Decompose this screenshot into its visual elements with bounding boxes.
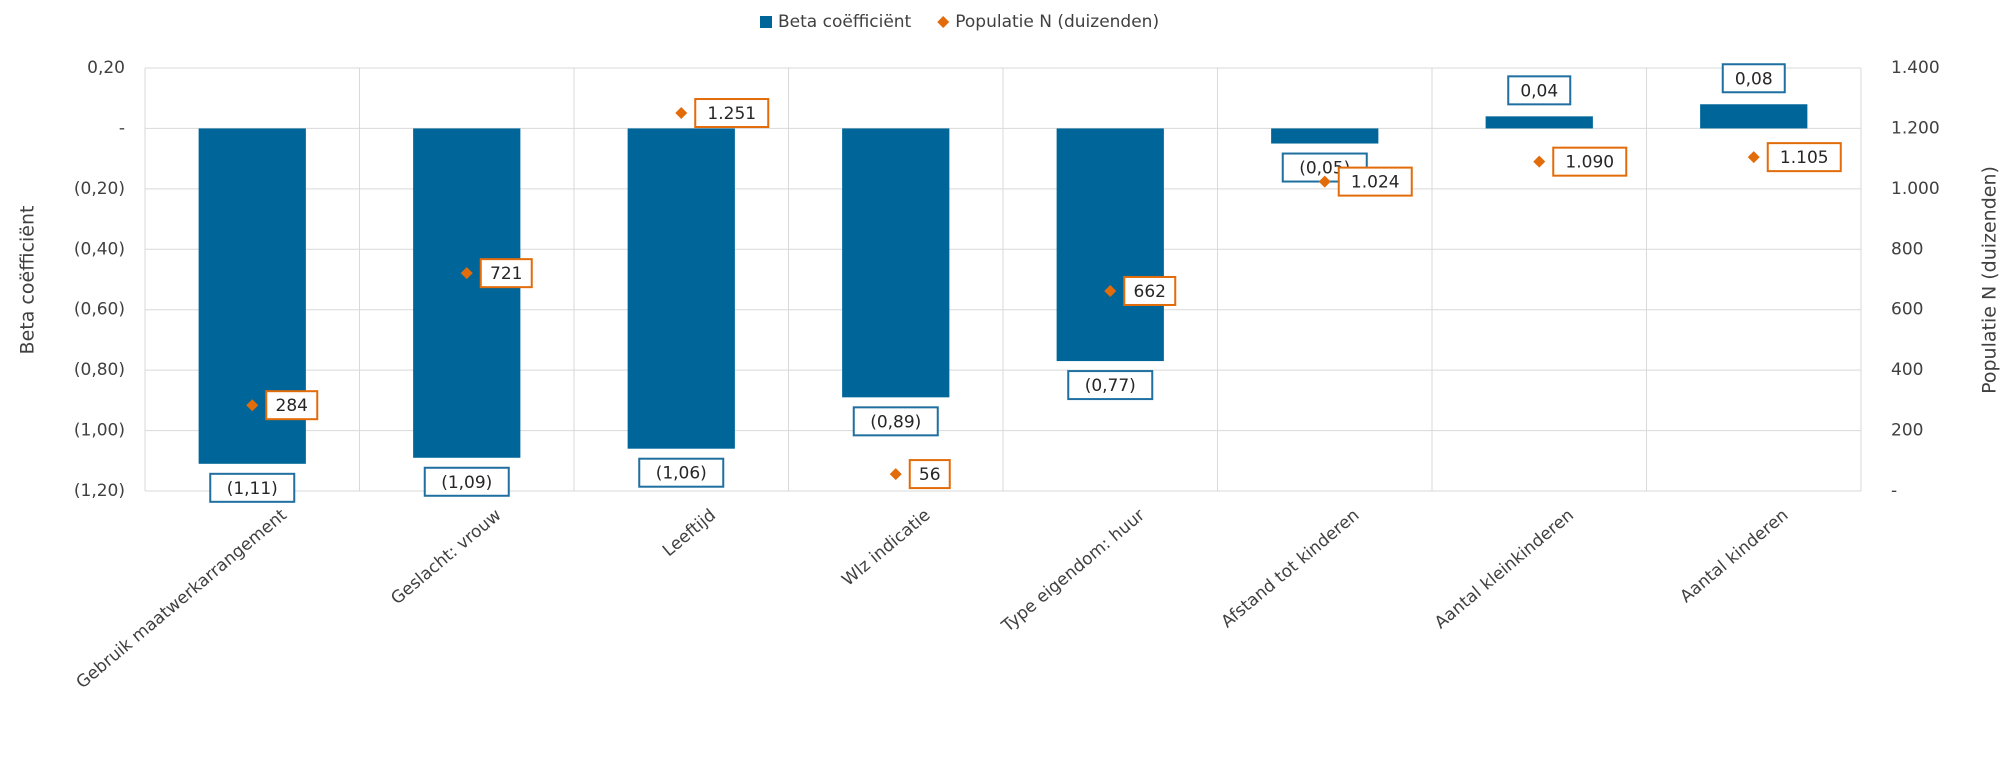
legend-swatch [937,16,950,28]
y-tick-label: - [119,118,125,138]
population-value-label: 1.251 [707,104,756,124]
bar [413,128,521,458]
y2-tick-label: 800 [1891,239,1923,259]
population-marker [460,267,473,280]
bar [842,128,950,398]
population-value-label: 1.090 [1565,153,1614,173]
y-tick-label: (1,20) [74,481,125,501]
bar-value-label: (0,05) [1299,159,1350,179]
population-value-label: 662 [1134,282,1166,302]
y-tick-label: (1,00) [74,421,125,441]
bar [1700,104,1808,129]
bar-value-label-box [423,466,510,497]
bar-value-label: (0,89) [870,412,921,432]
bar-value-label-box [1507,75,1572,106]
bar-value-label-box [852,406,939,437]
y2-tick-label: 400 [1891,360,1923,380]
bar-value-label-box [1721,63,1786,94]
population-value-label: 1.024 [1351,173,1400,193]
x-tick-label: Gebruik maatwerkarrangement [73,505,292,693]
y2-tick-label: 200 [1891,421,1923,441]
bar-value-label: (0,77) [1085,376,1136,396]
bar [1485,116,1593,129]
x-tick-label: Afstand tot kinderen [1218,505,1364,632]
bar-value-label: (1,11) [227,479,278,499]
y-tick-label: (0,20) [74,179,125,199]
y-tick-label: (0,40) [74,239,125,259]
population-value-label-box [265,390,319,421]
bar-value-label-box [209,472,296,503]
y2-tick-label: 1.400 [1891,58,1940,78]
y2-tick-label: 1.200 [1891,118,1940,138]
x-tick-label: Wlz indicatie [838,505,934,590]
y-tick-label: (0,60) [74,300,125,320]
bar [1271,128,1379,144]
population-value-label-box [1766,142,1842,173]
x-tick-label: Aantal kleinkinderen [1431,505,1578,633]
population-value-label: 56 [919,465,941,485]
legend-label: Populatie N (duizenden) [955,12,1159,32]
bar [627,128,735,449]
y2-axis-title: Populatie N (duizenden) [1979,166,2001,394]
bar-value-label: 0,08 [1735,69,1773,89]
y-tick-label: (0,80) [74,360,125,380]
population-value-label: 721 [490,264,522,284]
legend-swatch [760,16,772,28]
population-marker [1318,175,1331,188]
population-marker [675,107,688,120]
population-value-label: 1.105 [1780,148,1829,168]
y2-tick-label: - [1891,481,1897,501]
population-value-label-box [1337,166,1413,197]
bar-value-label: (1,06) [656,464,707,484]
population-marker [1104,284,1117,297]
bar-value-label: 0,04 [1520,81,1558,101]
population-marker [1533,155,1546,168]
population-value-label-box [908,459,951,490]
population-marker [889,468,902,481]
x-tick-label: Type eigendom: huur [997,505,1148,637]
y-axis-title: Beta coëfficiënt [17,206,39,355]
population-value-label-box [1123,275,1177,306]
y2-tick-label: 600 [1891,300,1923,320]
x-tick-label: Aantal kinderen [1676,505,1792,607]
bar-value-label-box [1067,370,1154,401]
population-value-label: 284 [276,396,308,416]
x-tick-label: Leeftijd [659,505,720,561]
population-value-label-box [1552,146,1628,177]
population-marker [1747,151,1760,164]
x-tick-label: Geslacht: vrouw [387,505,505,609]
y2-tick-label: 1.000 [1891,179,1940,199]
bar [1056,128,1164,362]
bar-value-label-box [638,457,725,488]
y-tick-label: 0,20 [87,58,125,78]
legend-label: Beta coëfficiënt [778,12,912,32]
bar-value-label: (1,09) [441,473,492,493]
population-value-label-box [479,258,533,289]
population-marker [246,399,259,412]
population-value-label-box [694,98,770,129]
